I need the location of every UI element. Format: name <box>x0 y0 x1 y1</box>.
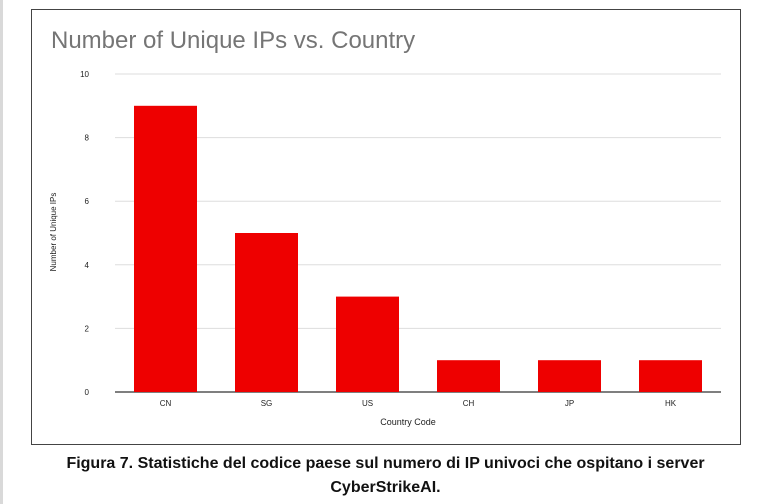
x-axis-label: Country Code <box>380 417 436 427</box>
y-tick-label: 4 <box>85 261 90 270</box>
caption-line-2: CyberStrikeAI. <box>330 479 441 496</box>
bar-us <box>336 296 399 392</box>
x-axis-ticks: CN SG US CH JP HK <box>160 399 677 408</box>
y-tick-label: 2 <box>85 324 90 333</box>
x-tick-label: JP <box>565 399 574 408</box>
y-axis-label: Number of Unique IPs <box>49 193 58 272</box>
figure-caption: Figura 7. Statistiche del codice paese s… <box>0 452 771 500</box>
y-tick-label: 6 <box>85 197 90 206</box>
figure-frame: Number of Unique IPs vs. Country 0 2 4 6 8 10… <box>31 9 741 445</box>
x-tick-label: CH <box>463 399 475 408</box>
bar-jp <box>538 360 601 392</box>
bar-chart: 0 2 4 6 8 10 CN SG US CH JP HK Country Code Number… <box>49 70 721 427</box>
y-tick-label: 10 <box>80 70 89 79</box>
gridlines <box>115 73 721 393</box>
x-tick-label: SG <box>261 399 273 408</box>
page-left-rule <box>0 0 3 504</box>
caption-line-1: Figura 7. Statistiche del codice paese s… <box>66 455 705 472</box>
x-tick-label: HK <box>665 399 677 408</box>
bars <box>134 105 702 393</box>
x-tick-label: US <box>362 399 373 408</box>
bar-cn <box>134 105 197 393</box>
bar-sg <box>235 233 298 392</box>
bar-ch <box>437 360 500 392</box>
x-tick-label: CN <box>160 399 172 408</box>
chart-title: Number of Unique IPs vs. Country <box>51 27 416 54</box>
y-tick-label: 0 <box>85 388 90 397</box>
bar-hk <box>639 360 702 392</box>
y-tick-label: 8 <box>85 134 90 143</box>
y-axis-ticks: 0 2 4 6 8 10 <box>80 70 89 397</box>
